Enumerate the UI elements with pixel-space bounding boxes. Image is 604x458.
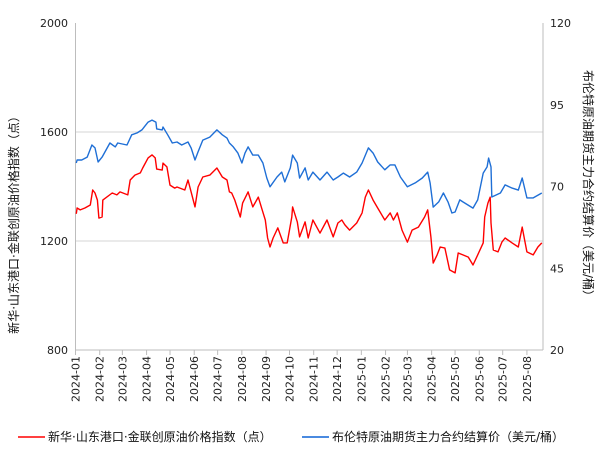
x-tick-label: 2025-01 <box>355 356 368 402</box>
x-tick-label: 2025-08 <box>521 356 534 402</box>
x-tick-label: 2025-04 <box>426 356 439 402</box>
x-tick-label: 2024-04 <box>141 356 154 402</box>
left-axis-title: 新华·山东港口·金联创原油价格指数（点） <box>6 110 21 334</box>
legend: 新华·山东港口·金联创原油价格指数（点） 布伦特原油期货主力合约结算价（美元/桶… <box>0 428 604 448</box>
left-tick-label: 800 <box>47 344 68 357</box>
x-tick-label: 2024-11 <box>308 356 321 402</box>
gridlines <box>75 131 543 242</box>
x-tick-label: 2024-12 <box>331 356 344 402</box>
x-tick-label: 2024-03 <box>116 356 129 402</box>
x-tick-label: 2024-08 <box>236 356 249 402</box>
x-tick-label: 2025-02 <box>380 356 393 402</box>
x-tick-label: 2024-01 <box>70 356 83 402</box>
right-axis-title: 布伦特原油期货主力合约结算价（美元/桶） <box>581 70 596 302</box>
tick-labels: 800 1200 1600 2000 20 45 70 95 120 2024-01 2024-02… <box>40 17 571 402</box>
x-tick-label: 2025-05 <box>449 356 462 402</box>
left-tick-label: 2000 <box>40 17 68 30</box>
x-tick-label: 2024-10 <box>283 356 296 402</box>
axes <box>75 23 544 355</box>
series-lines <box>75 119 543 274</box>
legend-item-brent: 布伦特原油期货主力合约结算价（美元/桶） <box>302 428 564 445</box>
x-tick-label: 2025-07 <box>497 356 510 402</box>
x-tick-label: 2024-09 <box>260 356 273 402</box>
right-tick-label: 70 <box>550 181 564 194</box>
x-tick-label: 2024-05 <box>164 356 177 402</box>
right-tick-label: 95 <box>550 99 564 112</box>
x-tick-label: 2024-06 <box>188 356 201 402</box>
legend-item-index: 新华·山东港口·金联创原油价格指数（点） <box>18 428 272 445</box>
x-tick-label: 2025-03 <box>401 356 414 402</box>
series-line-brent <box>75 119 543 214</box>
legend-swatch-blue <box>302 435 329 438</box>
left-tick-label: 1200 <box>40 235 68 248</box>
series-line-index <box>75 154 543 274</box>
right-tick-label: 45 <box>550 262 564 275</box>
right-tick-label: 20 <box>550 344 564 357</box>
x-tick-label: 2024-02 <box>94 356 107 402</box>
x-tick-label: 2025-06 <box>473 356 486 402</box>
legend-label-index: 新华·山东港口·金联创原油价格指数（点） <box>48 430 272 444</box>
left-tick-label: 1600 <box>40 126 68 139</box>
legend-swatch-red <box>18 435 45 438</box>
x-tick-label: 2024-07 <box>212 356 225 402</box>
legend-label-brent: 布伦特原油期货主力合约结算价（美元/桶） <box>332 430 565 444</box>
right-tick-label: 120 <box>550 17 571 30</box>
